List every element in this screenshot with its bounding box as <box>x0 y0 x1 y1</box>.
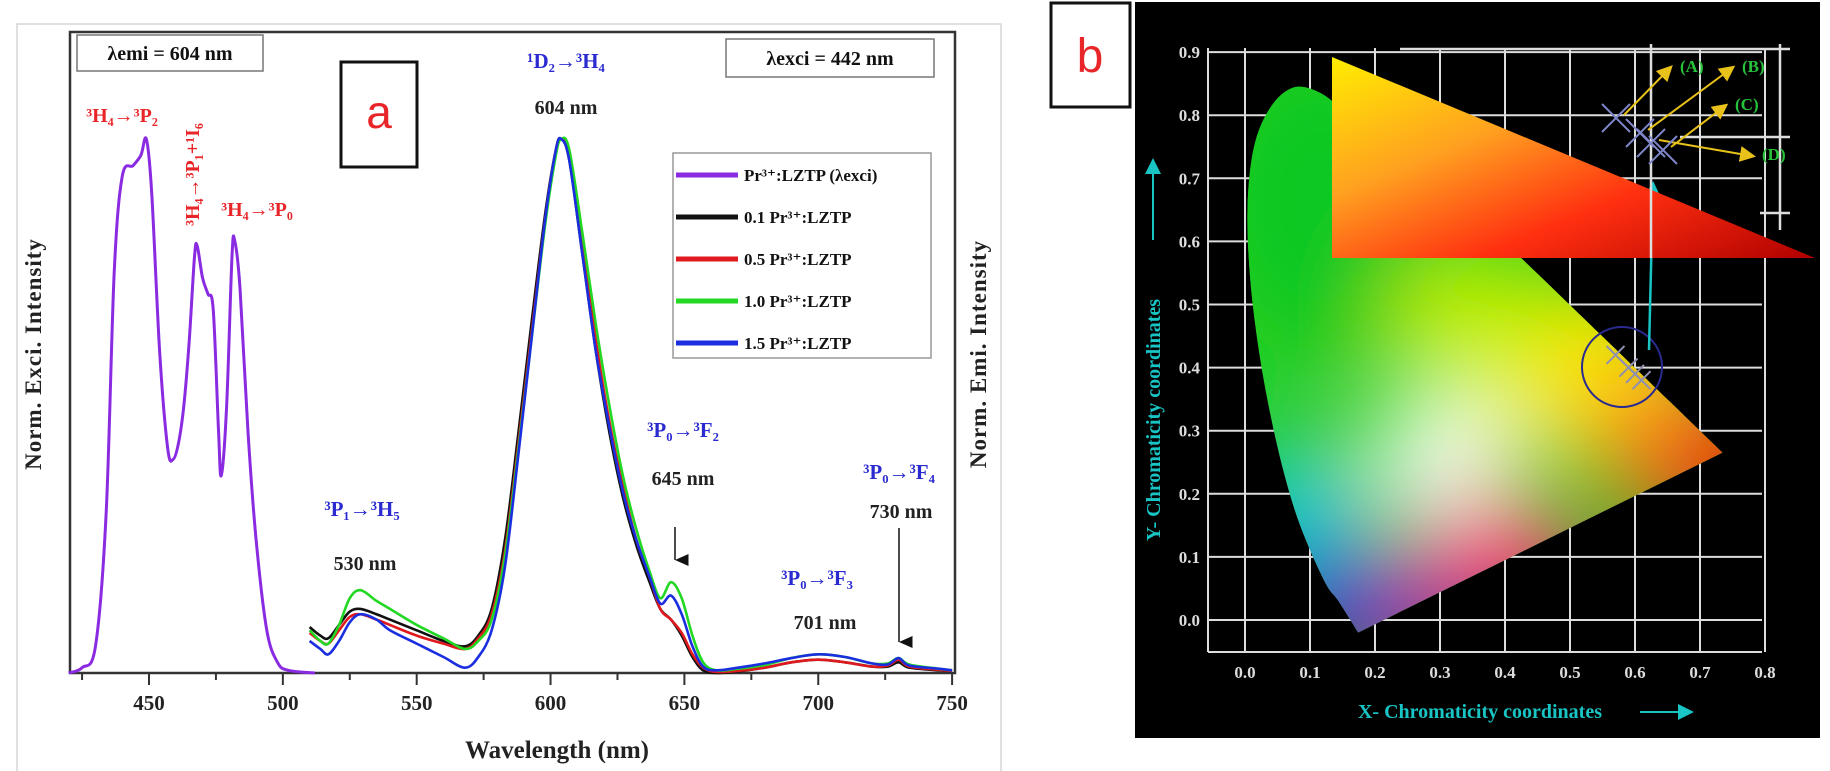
inset-pointer-arrow <box>1647 65 1736 131</box>
cie-point-marker <box>1631 370 1652 390</box>
emission-condition-text: λemi = 604 nm <box>107 43 232 65</box>
cie-y-tick-label: 0.3 <box>1179 422 1200 441</box>
cie-x-tick-label: 0.5 <box>1559 663 1580 682</box>
excitation-condition-box: λexci = 442 nm <box>725 38 935 78</box>
x-tick-label: 750 <box>936 691 968 715</box>
annotation-645nm: 645 nm <box>652 468 715 490</box>
cie-y-tick-label: 0.2 <box>1179 485 1200 504</box>
inset-pointer-arrow <box>1658 139 1756 162</box>
panel-label-b-box: b <box>1049 1 1132 109</box>
y-axis-label-right: Norm. Emi. Intensity <box>966 240 991 468</box>
annotation-3p0-3f2: ³P₀→³F₂ <box>647 418 719 442</box>
x-axis-label: Wavelength (nm) <box>465 737 649 764</box>
inset-point-label: (C) <box>1735 95 1759 114</box>
panel-label-a-box: a <box>339 60 419 169</box>
inset-zoom: (A) (B) (D) (C) <box>1332 44 1815 258</box>
spectra <box>68 136 953 675</box>
panel-a-border <box>16 23 1002 771</box>
cie-x-tick-label: 0.0 <box>1234 663 1255 682</box>
annotation-530nm: 530 nm <box>334 553 397 575</box>
x-tick-label: 600 <box>535 691 567 715</box>
y-axis-label-left: Norm. Exci. Intensity <box>21 238 46 470</box>
cie-tick-labels: 0.0 0.1 0.2 0.3 0.4 0.5 0.6 0.7 0.8 0.0 0.1 0.2 0.3 0… <box>1179 43 1776 682</box>
highlight-circle <box>1581 326 1663 408</box>
annotation-604nm: 604 nm <box>535 97 598 119</box>
cie-y-tick-label: 0.7 <box>1179 169 1201 188</box>
x-tick-label: 450 <box>133 691 165 715</box>
plot-frame <box>68 30 957 675</box>
emission-condition-box: λemi = 604 nm <box>76 34 264 72</box>
cie-y-tick-label: 0.1 <box>1179 548 1200 567</box>
cie-x-tick-label: 0.3 <box>1429 663 1450 682</box>
cie-y-tick-label: 0.9 <box>1179 43 1200 62</box>
cie-y-tick-label: 0.0 <box>1179 611 1200 630</box>
cie-y-tick-label: 0.5 <box>1179 296 1200 315</box>
x-axis-ticks: 450 500 550 600 650 700 750 <box>81 673 968 715</box>
excitation-condition-text: λexci = 442 nm <box>766 48 894 70</box>
cie-y-tick-label: 0.8 <box>1179 106 1200 125</box>
cie-y-tick-label: 0.6 <box>1179 232 1200 251</box>
inset-pointer-arrow <box>1623 65 1673 116</box>
legend-label: 0.5 Pr³⁺:LZTP <box>744 250 852 269</box>
annotation-3p1-3h5: ³P₁→³H₅ <box>324 497 399 521</box>
annotation-3h4-3p1-1i6: ³H₄→³P₁+¹I₆ <box>182 123 204 226</box>
cie-x-tick-label: 0.1 <box>1299 663 1320 682</box>
annotation-730nm: 730 nm <box>870 501 933 523</box>
annotation-3h4-3p2: ³H₄→³P₂ <box>86 105 158 127</box>
inset-pointer-arrow <box>1670 103 1729 148</box>
legend-label: 0.1 Pr³⁺:LZTP <box>744 208 852 227</box>
emission-spectrum-line <box>308 137 953 674</box>
cie-point-marker <box>1601 103 1631 133</box>
legend-label: Pr³⁺:LZTP (λexci) <box>744 166 877 185</box>
annotation-3p0-3f4: ³P₀→³F₄ <box>863 460 936 484</box>
inset-point-label: (B) <box>1742 57 1765 76</box>
inset-triangle <box>1332 57 1815 258</box>
excitation-spectrum-line <box>68 136 316 675</box>
cie-x-tick-label: 0.8 <box>1754 663 1775 682</box>
inset-point-label: (D) <box>1762 145 1786 164</box>
annotation-3p0-3f3: ³P₀→³F₃ <box>781 566 853 590</box>
cie-x-tick-label: 0.4 <box>1494 663 1516 682</box>
inset-grid <box>1400 44 1790 258</box>
cie-x-axis-label: X- Chromaticity coordinates <box>1358 701 1602 723</box>
panel-b: b 0.0 0.1 0.2 0.3 0.4 0.5 0.6 0.7 0.80.00.10.20.… <box>1049 1 1820 738</box>
cie-x-tick-label: 0.7 <box>1689 663 1711 682</box>
panel-label-a: a <box>366 86 392 138</box>
x-tick-label: 550 <box>401 691 433 715</box>
x-tick-label: 650 <box>669 691 701 715</box>
annotation-3h4-3p0: ³H₄→³P₀ <box>221 199 293 221</box>
x-tick-label: 500 <box>267 691 299 715</box>
legend-label: 1.0 Pr³⁺:LZTP <box>744 292 852 311</box>
annotation-701nm: 701 nm <box>794 612 857 634</box>
cie-y-tick-label: 0.4 <box>1179 359 1201 378</box>
emission-spectrum-line <box>308 136 953 672</box>
cie-points <box>1605 345 1652 390</box>
cie-y-axis-label: Y- Chromaticity coordinates <box>1143 299 1165 541</box>
cie-point-marker <box>1648 135 1678 165</box>
panel-label-b: b <box>1077 30 1104 83</box>
cie-x-tick-label: 0.2 <box>1364 663 1385 682</box>
legend-label: 1.5 Pr³⁺:LZTP <box>744 334 852 353</box>
panel-a: 450 500 550 600 650 700 750 Norm. Exci. Intens… <box>16 23 1002 771</box>
x-tick-label: 700 <box>803 691 835 715</box>
annotation-1d2-3h4: ¹D₂→³H₄ <box>527 49 605 73</box>
inset-point-label: (A) <box>1680 57 1704 76</box>
cie-x-tick-label: 0.6 <box>1624 663 1645 682</box>
legend: Pr³⁺:LZTP (λexci) 0.1 Pr³⁺:LZTP 0.5 Pr³⁺:L… <box>672 152 932 359</box>
